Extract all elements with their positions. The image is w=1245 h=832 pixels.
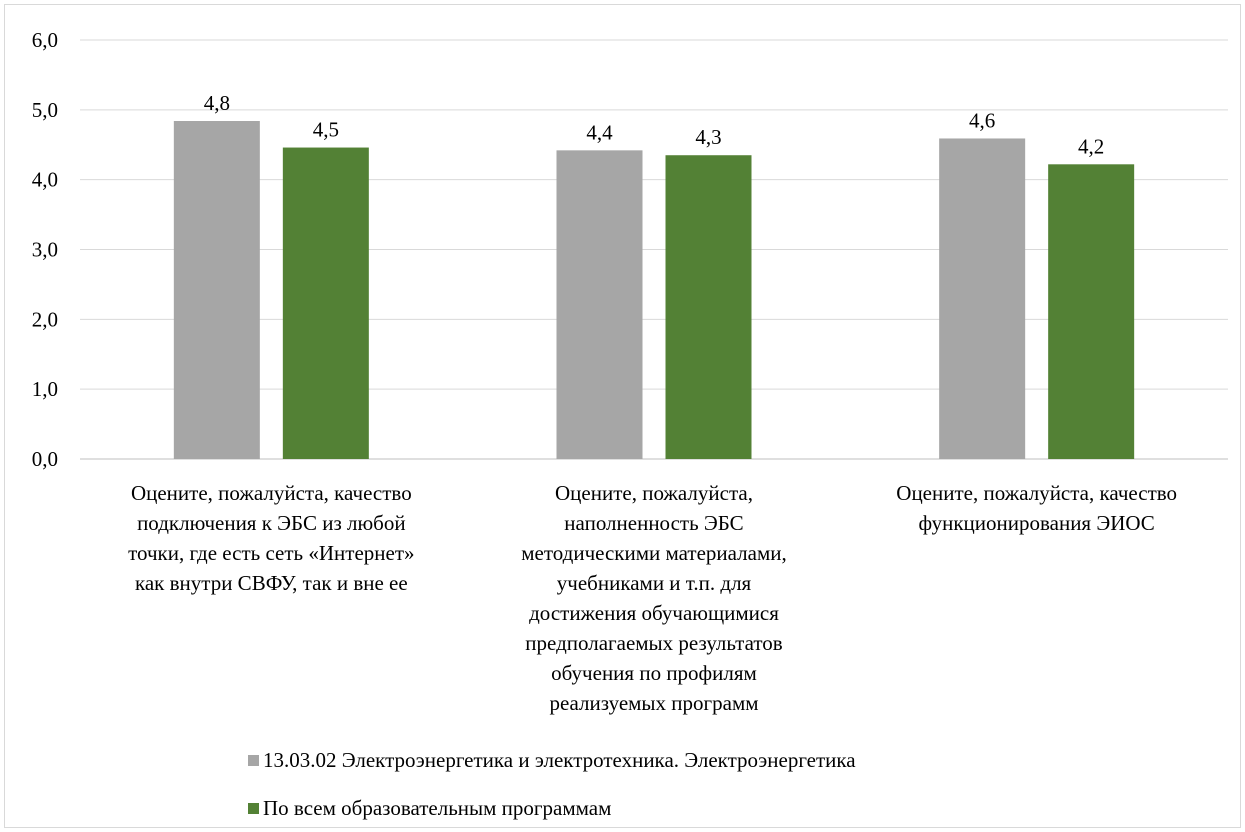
y-axis-tick-labels: 0,0 1,0 2,0 3,0 4,0 5,0 6,0 [32,28,58,471]
category-label-line: Оцените, пожалуйста, [555,481,753,505]
legend-label-series-2: По всем образовательным программам [263,796,612,820]
bars [173,121,1135,460]
category-label-line: наполненность ЭБС [564,511,743,535]
data-labels: 4,8 4,5 4,4 4,3 4,6 4,2 [204,91,1105,158]
legend-swatch-series-1 [248,755,259,766]
grid-lines [80,39,1228,460]
data-label: 4,4 [586,120,613,144]
category-label-line: как внутри СВФУ, так и вне ее [135,571,408,595]
y-tick-label: 1,0 [32,377,58,401]
category-label-line: учебниками и т.п. для [557,571,752,595]
bar-chart: 0,0 1,0 2,0 3,0 4,0 5,0 6,0 4,8 4,5 4,4 4,3 4,6 4,2… [32,28,1228,715]
y-tick-label: 0,0 [32,447,58,471]
y-tick-label: 5,0 [32,98,58,122]
category-label-line: функционирования ЭИОС [919,511,1155,535]
bar-series-1-cat-2 [556,150,643,459]
legend-item-series-2: По всем образовательным программам [248,796,611,821]
y-tick-label: 2,0 [32,307,58,331]
category-label-1: Оцените, пожалуйста, качество подключения… [128,481,414,595]
category-label-line: точки, где есть сеть «Интернет» [128,541,414,565]
category-label-2: Оцените, пожалуйста, наполненность ЭБС мет… [521,481,787,715]
bar-series-2-cat-2 [665,155,752,459]
data-label: 4,5 [313,118,339,142]
bar-series-2-cat-1 [282,147,369,459]
category-label-line: достижения обучающимися [529,601,779,625]
legend-label-series-1: 13.03.02 Электроэнергетика и электротехн… [263,748,856,772]
bar-series-2-cat-3 [1048,164,1135,459]
category-labels: Оцените, пожалуйста, качество подключения… [128,481,1177,715]
category-label-line: реализуемых программ [549,691,758,715]
data-label: 4,6 [969,108,995,132]
category-label-line: обучения по профилям [551,661,757,685]
category-label-line: подключения к ЭБС из любой [137,511,406,535]
category-label-line: предполагаемых результатов [525,631,783,655]
data-label: 4,8 [204,91,230,115]
y-tick-label: 6,0 [32,28,58,52]
y-tick-label: 4,0 [32,168,58,192]
bar-series-1-cat-3 [939,138,1026,459]
data-label: 4,2 [1078,134,1104,158]
y-tick-label: 3,0 [32,238,58,262]
bar-series-1-cat-1 [173,121,260,460]
data-label: 4,3 [695,125,721,149]
category-label-line: Оцените, пожалуйста, качество [896,481,1177,505]
category-label-line: методическими материалами, [521,541,787,565]
legend-item-series-1: 13.03.02 Электроэнергетика и электротехн… [248,748,856,773]
category-label-line: Оцените, пожалуйста, качество [131,481,412,505]
legend-swatch-series-2 [248,803,259,814]
category-label-3: Оцените, пожалуйста, качество функциониро… [896,481,1177,535]
